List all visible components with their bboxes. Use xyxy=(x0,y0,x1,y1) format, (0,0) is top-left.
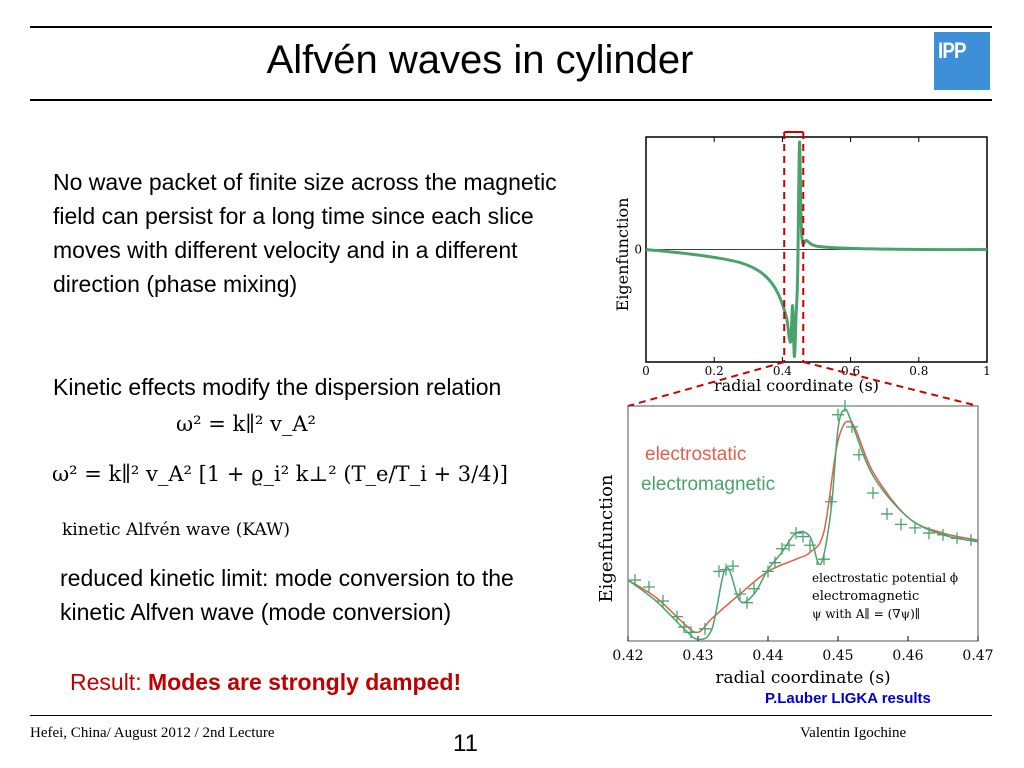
chart1-ytick-label: 0 xyxy=(634,243,642,257)
kinetic-effects-paragraph: Kinetic effects modify the dispersion re… xyxy=(53,374,502,400)
chart2-legend-electromagnetic: electromagnetic xyxy=(641,474,775,495)
chart1-xtick-label: 1 xyxy=(983,364,991,378)
chart1-xlabel: radial coordinate (s) xyxy=(714,376,879,395)
chart2-marker xyxy=(699,622,711,635)
chart2-marker xyxy=(720,563,732,576)
slide-title: Alfvén waves in cylinder xyxy=(266,38,694,82)
chart2-annotation-line1: electrostatic potential ϕ xyxy=(812,571,958,585)
chart2-marker xyxy=(713,565,725,578)
chart2-marker xyxy=(776,542,788,555)
mode-conversion-paragraph: reduced kinetic limit: mode conversion t… xyxy=(60,565,514,625)
chart2-annotation-line2: electromagnetic xyxy=(812,589,919,604)
chart2-xtick-label: 0.45 xyxy=(822,648,853,664)
chart2-marker xyxy=(657,594,669,607)
eq1-text: ω² = k∥² v_A² xyxy=(176,412,316,436)
phase-mixing-paragraph: No wave packet of finite size across the… xyxy=(53,169,557,297)
footer-rule xyxy=(30,715,992,716)
chart1-xtick-label: 0.8 xyxy=(909,364,928,378)
chart2-marker xyxy=(734,588,746,600)
chart2-xtick-label: 0.47 xyxy=(962,648,993,664)
result-line: Result: Modes are strongly damped! xyxy=(70,669,461,696)
chart2-marker xyxy=(881,507,893,520)
chart2-marker xyxy=(923,527,935,540)
chart1-ylabel: Eigenfunction xyxy=(613,198,632,312)
chart2-marker xyxy=(748,582,760,595)
chart2-xtick-label: 0.44 xyxy=(752,648,783,664)
chart2-marker xyxy=(853,448,865,461)
credit-label: P.Lauber LIGKA results xyxy=(765,690,931,707)
chart2-marker xyxy=(895,518,907,531)
chart2-xtick-label: 0.43 xyxy=(682,648,713,664)
chart2-marker xyxy=(937,528,949,541)
zoom-connector-left xyxy=(627,361,785,407)
chart2-annotation-bg xyxy=(808,565,968,627)
chart2-marker xyxy=(727,560,739,573)
top-rule xyxy=(30,26,992,28)
chart1-xtick-label: 0.4 xyxy=(773,364,792,378)
chart2-ylabel: Eigenfunction xyxy=(596,474,617,602)
chart2-marker xyxy=(783,539,795,552)
chart2-marker xyxy=(909,521,921,534)
chart2-marker xyxy=(846,420,858,433)
mhd-dispersion-equation: ω² = k∥² v_A² xyxy=(176,412,316,436)
chart2-marker xyxy=(741,596,753,609)
chart2-marker xyxy=(818,553,830,566)
ipp-logo: IPP xyxy=(934,32,990,90)
chart2-xlabel: radial coordinate (s) xyxy=(715,668,890,688)
chart2-marker xyxy=(797,530,809,543)
kaw-label: kinetic Alfvén wave (KAW) xyxy=(62,520,291,540)
footer-left: Hefei, China/ August 2012 / 2nd Lecture xyxy=(30,725,275,741)
chart2-marker xyxy=(867,487,879,500)
chart2-xtick-label: 0.42 xyxy=(612,648,643,664)
chart2-marker xyxy=(629,574,641,587)
chart2-annotation-line3: ψ with A∥ = (∇ψ)∥ xyxy=(812,607,920,621)
kaw-dispersion-equation: ω² = k∥² v_A² [1 + ϱ_i² k⊥² (T_e/T_i + 3… xyxy=(52,462,508,486)
chart2-marker xyxy=(965,534,977,547)
chart1-xtick-label: 0.2 xyxy=(705,364,724,378)
chart2-series-electrostatic xyxy=(627,420,979,634)
chart2-marker xyxy=(832,408,844,421)
chart1-series-line xyxy=(645,140,988,358)
chart2-xtick-label: 0.46 xyxy=(892,648,923,664)
chart1-xtick-label: 0 xyxy=(642,364,650,378)
result-emphasis: Modes are strongly damped! xyxy=(147,669,462,695)
title-underline xyxy=(30,99,992,101)
chart2-legend-electrostatic: electrostatic xyxy=(645,444,746,465)
result-prefix: Result: xyxy=(70,669,148,695)
chart2-marker xyxy=(643,581,655,594)
chart2-frame xyxy=(627,405,979,642)
chart2-marker xyxy=(951,532,963,545)
chart2-marker xyxy=(685,626,697,639)
zoom-connector-right xyxy=(803,361,979,407)
chart2-marker xyxy=(839,400,851,412)
chart2-marker xyxy=(825,495,837,508)
logo-text: IPP xyxy=(938,38,966,63)
chart2-marker xyxy=(671,610,683,623)
footer-right: Valentin Igochine xyxy=(800,725,907,741)
chart2-marker xyxy=(790,527,802,540)
chart2-marker xyxy=(804,539,816,552)
chart2-marker xyxy=(678,621,690,634)
chart2-marker xyxy=(762,565,774,578)
eq2-text: ω² = k∥² v_A² [1 + ϱ_i² k⊥² (T_e/T_i + 3… xyxy=(52,462,508,486)
chart2-marker xyxy=(769,556,781,569)
page-number: 11 xyxy=(453,730,478,757)
